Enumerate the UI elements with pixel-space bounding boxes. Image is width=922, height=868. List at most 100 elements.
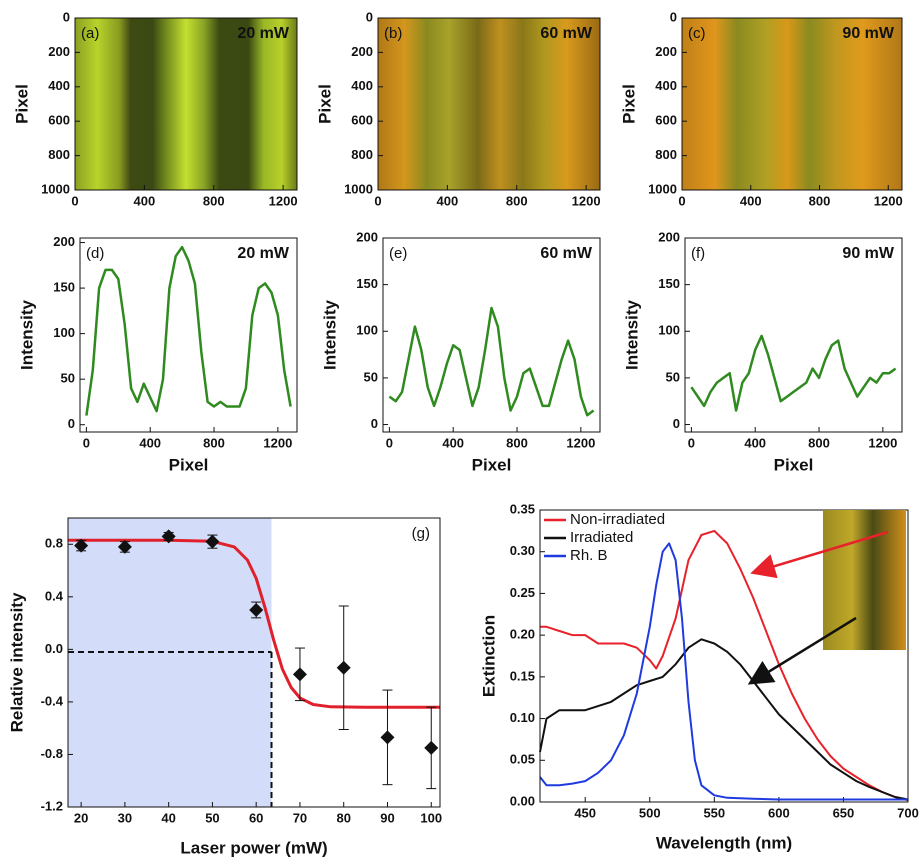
y-tick-label: 0.30 [510, 543, 535, 558]
y-axis-label: Pixel [619, 84, 638, 124]
panel-power-label: 60 mW [540, 245, 592, 262]
data-point [292, 667, 307, 682]
x-tick-label: 100 [420, 810, 442, 825]
x-tick-label: 0 [678, 193, 685, 208]
image [75, 18, 297, 190]
x-axis-label: Pixel [472, 455, 512, 474]
y-tick-label: 800 [655, 147, 677, 162]
y-tick-label: 200 [658, 229, 680, 244]
y-tick-label: 0.00 [510, 793, 535, 808]
data-line [539, 542, 908, 801]
legend-label: Irradiated [570, 529, 633, 546]
y-tick-label: 0.25 [510, 585, 535, 600]
y-tick-label: 0 [673, 416, 680, 431]
x-tick-label: 400 [740, 193, 762, 208]
y-tick-label: 400 [48, 78, 70, 93]
x-tick-label: 1200 [263, 435, 292, 450]
x-tick-label: 0 [386, 435, 393, 450]
plot-frame [681, 17, 903, 191]
plot-frame [684, 237, 903, 433]
x-tick-label: 90 [380, 810, 394, 825]
x-axis-label: Wavelength (nm) [656, 833, 792, 852]
y-axis-label: Intensity [320, 300, 339, 370]
x-tick-label: 550 [703, 805, 725, 820]
y-tick-label: 0.0 [45, 641, 63, 656]
x-tick-label: 800 [808, 435, 830, 450]
x-tick-label: 0 [374, 193, 381, 208]
y-tick-label: 0.4 [45, 588, 64, 603]
y-tick-label: 200 [351, 44, 373, 59]
x-tick-label: 400 [437, 193, 459, 208]
x-tick-label: 1200 [566, 435, 595, 450]
panel-label: (d) [86, 245, 104, 262]
x-tick-label: 0 [83, 435, 90, 450]
panel-label: (f) [691, 245, 705, 262]
plot-frame [74, 17, 298, 191]
x-axis-label: Laser power (mW) [180, 838, 327, 857]
x-tick-label: 400 [744, 435, 766, 450]
y-tick-label: 0 [68, 416, 75, 431]
plot-frame [79, 237, 298, 433]
y-tick-label: 0.15 [510, 668, 535, 683]
y-axis-label: Pixel [315, 84, 334, 124]
image [682, 18, 902, 190]
y-tick-label: 100 [356, 323, 378, 338]
y-axis-label: Relative intensity [7, 592, 26, 732]
y-tick-label: 50 [666, 369, 680, 384]
y-tick-label: 600 [48, 113, 70, 128]
y-tick-label: 0.05 [510, 752, 535, 767]
image [378, 18, 600, 190]
data-point [117, 539, 132, 554]
x-tick-label: 30 [118, 810, 132, 825]
x-tick-label: 60 [249, 810, 263, 825]
y-tick-label: 0 [366, 9, 373, 24]
y-tick-label: -0.4 [41, 693, 64, 708]
y-tick-label: 1000 [41, 181, 70, 196]
y-tick-label: 0.20 [510, 627, 535, 642]
panel-label: (b) [384, 25, 402, 42]
inset-photo [823, 510, 906, 650]
y-tick-label: 150 [658, 276, 680, 291]
x-tick-label: 70 [293, 810, 307, 825]
x-tick-label: 400 [139, 435, 161, 450]
legend-label: Rh. B [570, 547, 608, 564]
fit-curve [68, 538, 440, 709]
data-line [690, 334, 897, 412]
y-tick-label: 100 [53, 325, 75, 340]
panel-label: (g) [412, 525, 430, 542]
y-tick-label: 0 [670, 9, 677, 24]
data-point [74, 538, 89, 553]
y-tick-label: 600 [655, 113, 677, 128]
x-tick-label: 0 [71, 193, 78, 208]
shaded-region [68, 518, 272, 807]
y-tick-label: -1.2 [41, 798, 63, 813]
x-tick-label: 1200 [874, 193, 903, 208]
y-tick-label: 1000 [648, 181, 677, 196]
x-tick-label: 500 [639, 805, 661, 820]
y-tick-label: 200 [48, 44, 70, 59]
x-tick-label: 50 [205, 810, 219, 825]
data-point [161, 529, 176, 544]
x-tick-label: 1200 [868, 435, 897, 450]
panel-power-label: 60 mW [540, 25, 592, 42]
data-line [85, 245, 292, 416]
y-tick-label: -0.8 [41, 746, 63, 761]
y-tick-label: 0 [63, 9, 70, 24]
y-tick-label: 150 [53, 280, 75, 295]
x-tick-label: 600 [768, 805, 790, 820]
panel-power-label: 20 mW [237, 25, 289, 42]
x-tick-label: 1200 [269, 193, 298, 208]
x-axis-label: Pixel [169, 455, 209, 474]
y-tick-label: 50 [364, 369, 378, 384]
y-tick-label: 150 [356, 276, 378, 291]
y-tick-label: 400 [351, 78, 373, 93]
data-line [539, 638, 909, 801]
y-tick-label: 800 [48, 147, 70, 162]
data-point [424, 740, 439, 755]
y-tick-label: 100 [658, 323, 680, 338]
y-tick-label: 1000 [344, 181, 373, 196]
arrow [747, 616, 857, 685]
y-tick-label: 0 [371, 416, 378, 431]
inset-image [747, 510, 906, 685]
